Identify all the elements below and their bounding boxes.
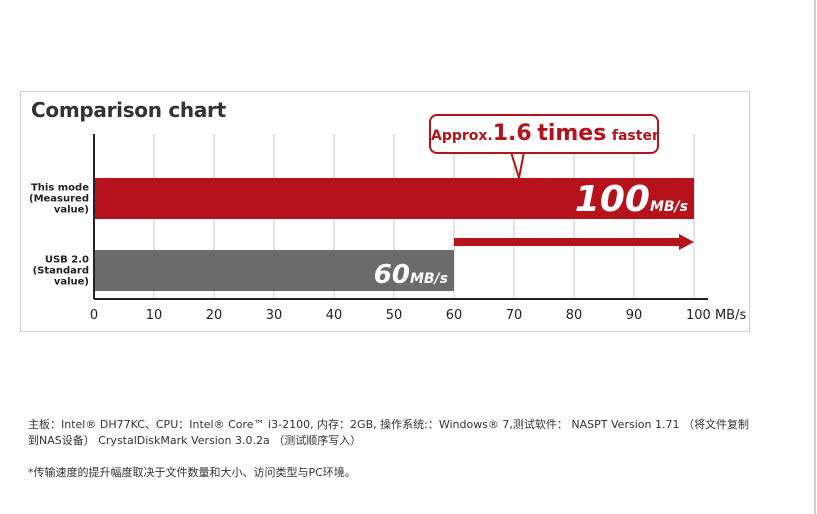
x-tick-label: 70 — [506, 308, 523, 323]
bar — [94, 178, 694, 219]
bar-value-label: 100MB/s — [575, 179, 688, 220]
category-label: value) — [54, 205, 89, 216]
category-label: This mode — [31, 183, 89, 194]
x-tick-label: 90 — [626, 308, 643, 323]
chart-title: Comparison chart — [31, 98, 226, 122]
x-tick-label: 60 — [446, 308, 463, 323]
bar-value-label: 60MB/s — [374, 260, 448, 290]
gain-arrow-head — [679, 234, 694, 250]
category-label: value) — [54, 277, 89, 288]
category-label: (Standard — [33, 266, 89, 277]
x-tick-label: 40 — [326, 308, 343, 323]
callout-times: times — [537, 121, 607, 146]
bar — [94, 250, 454, 291]
chart-plot: 0 10 20 30 40 50 60 70 80 90 100 MB/s This mode(Mea… — [29, 134, 746, 323]
category-label: USB 2.0 — [45, 255, 89, 266]
callout-suffix: faster — [611, 128, 659, 144]
gain-arrow-shaft — [454, 238, 680, 246]
x-tick-label: 0 — [90, 308, 98, 323]
callout-number: 1.6 — [492, 121, 532, 146]
category-label: (Measured — [29, 194, 89, 205]
test-conditions-note: 主板：Intel® DH77KC、CPU：Intel® Core™ i3-210… — [28, 417, 788, 481]
x-tick-label: 30 — [266, 308, 283, 323]
note-line-2: 到NAS设备） CrystalDiskMark Version 3.0.2a （… — [28, 434, 362, 447]
note-line-3: *传输速度的提升幅度取决于文件数量和大小、访问类型与PC环境。 — [28, 466, 356, 479]
x-tick-label: 80 — [566, 308, 583, 323]
x-tick-label: 100 MB/s — [686, 308, 746, 323]
callout-tail — [509, 151, 526, 179]
x-tick-label: 10 — [146, 308, 163, 323]
speed-callout: Approx.1.6 times faster — [429, 114, 659, 154]
note-line-1: 主板：Intel® DH77KC、CPU：Intel® Core™ i3-210… — [28, 418, 749, 431]
page-right-border — [814, 0, 816, 514]
x-tick-label: 20 — [206, 308, 223, 323]
callout-prefix: Approx. — [431, 128, 493, 144]
comparison-chart: Comparison chart 0 10 20 30 40 50 60 70 80 90 100 … — [20, 91, 750, 332]
x-tick-label: 50 — [386, 308, 403, 323]
